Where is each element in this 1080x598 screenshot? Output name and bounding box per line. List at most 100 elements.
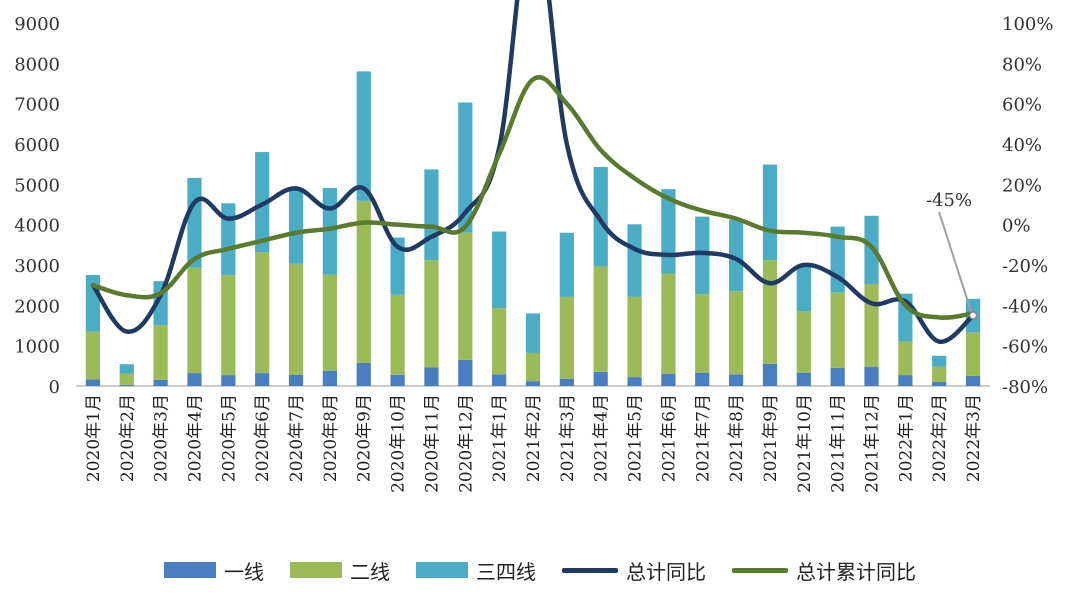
right-axis-tick-label: -80% <box>1002 377 1048 398</box>
bar-series-0-19 <box>729 374 744 386</box>
x-tick-label: 2021年7月 <box>693 394 713 482</box>
x-tick-label: 2021年2月 <box>524 394 544 482</box>
bar-series-0-22 <box>830 367 845 386</box>
legend-item-series-0: 一线 <box>164 556 264 585</box>
bar-series-0-11 <box>458 359 473 386</box>
bar-series-1-12 <box>492 308 507 375</box>
left-axis-tick-label: 2000 <box>14 296 60 317</box>
bar-series-0-8 <box>356 363 371 386</box>
bar-series-0-5 <box>255 373 270 386</box>
right-axis-tick-label: -40% <box>1002 296 1048 317</box>
legend-swatch-series-4 <box>732 567 788 573</box>
x-tick-label: 2021年6月 <box>659 394 679 482</box>
x-tick-label: 2020年8月 <box>321 394 341 482</box>
bar-series-2-12 <box>492 231 507 309</box>
x-tick-label: 2020年4月 <box>185 394 205 482</box>
bar-series-0-24 <box>898 375 913 386</box>
left-axis-tick-label: 5000 <box>14 175 60 196</box>
right-axis-tick-label: 100% <box>1002 14 1053 35</box>
bar-series-2-1 <box>119 364 134 374</box>
bar-series-0-21 <box>796 372 811 386</box>
bar-series-1-15 <box>593 266 608 372</box>
x-tick-label: 2021年8月 <box>727 394 747 482</box>
annotation-label: -45% <box>926 190 972 211</box>
bar-series-2-8 <box>356 71 371 201</box>
bars-group <box>85 71 981 386</box>
bar-series-1-24 <box>898 341 913 376</box>
x-tick-label: 2022年1月 <box>896 394 916 482</box>
left-axis-tick-label: 0 <box>49 377 60 398</box>
bar-series-0-7 <box>322 370 337 386</box>
legend-swatch-series-1 <box>290 562 342 578</box>
x-tick-label: 2021年9月 <box>761 394 781 482</box>
left-axis-tick-label: 4000 <box>14 216 60 237</box>
legend-swatch-series-3 <box>562 567 618 573</box>
x-tick-label: 2022年3月 <box>964 394 984 482</box>
bar-series-1-19 <box>729 291 744 375</box>
bar-series-0-4 <box>221 375 236 386</box>
bar-series-1-10 <box>424 260 439 368</box>
legend-item-series-3: 总计同比 <box>562 556 706 585</box>
left-axis-tick-label: 3000 <box>14 256 60 277</box>
right-axis-tick-label: 40% <box>1002 135 1042 156</box>
x-tick-label: 2020年12月 <box>456 394 476 493</box>
legend-item-series-2: 三四线 <box>416 556 536 585</box>
bar-series-1-5 <box>255 252 270 374</box>
bar-series-0-6 <box>288 374 304 386</box>
bar-series-1-26 <box>965 332 981 376</box>
x-tick-label: 2021年12月 <box>863 394 883 493</box>
x-tick-label: 2020年10月 <box>389 394 409 493</box>
bar-series-0-2 <box>153 379 168 386</box>
bar-series-2-18 <box>695 216 710 295</box>
x-tick-label: 2020年1月 <box>84 394 104 482</box>
right-axis-tick-label: 0% <box>1002 216 1031 237</box>
bar-series-2-17 <box>661 189 676 274</box>
lines-group <box>90 0 976 344</box>
bar-series-0-14 <box>559 378 574 386</box>
bar-series-1-17 <box>661 273 676 374</box>
left-axis-tick-label: 7000 <box>14 95 60 116</box>
bar-series-1-22 <box>830 292 845 368</box>
bar-series-1-4 <box>221 275 236 376</box>
bar-series-1-7 <box>322 274 337 371</box>
right-axis-tick-label: -20% <box>1002 256 1048 277</box>
bar-series-1-0 <box>85 331 101 380</box>
bar-series-1-20 <box>762 260 778 364</box>
x-tick-label: 2021年1月 <box>490 394 510 482</box>
x-tick-label: 2020年6月 <box>253 394 273 482</box>
legend-item-series-1: 二线 <box>290 556 390 585</box>
bar-series-1-18 <box>695 294 710 373</box>
legend-label-series-1: 二线 <box>350 559 390 584</box>
annotation-marker <box>968 311 978 320</box>
right-axis-tick-label: 80% <box>1002 54 1042 75</box>
legend-swatch-series-2 <box>416 562 468 578</box>
annotation-leader-line <box>938 211 973 312</box>
left-axis-ticks: 0 1000 2000 3000 4000 5000 6000 7000 8000 9000 <box>14 14 60 398</box>
bar-series-1-13 <box>525 352 541 382</box>
bar-series-2-16 <box>627 224 642 297</box>
bar-series-1-16 <box>627 296 642 378</box>
bar-series-2-19 <box>729 219 744 292</box>
legend-label-series-4: 总计累计同比 <box>796 559 916 584</box>
legend: 一线 二线 三四线 总计同比 总计累计同比 <box>0 553 1080 587</box>
bar-series-1-3 <box>187 267 202 374</box>
line-series-0 <box>90 0 976 344</box>
legend-label-series-0: 一线 <box>224 559 264 584</box>
bar-series-0-0 <box>85 379 101 386</box>
x-tick-label: 2021年10月 <box>795 394 815 493</box>
bar-series-1-2 <box>153 325 168 380</box>
bar-series-2-6 <box>288 188 304 264</box>
annotation-group: -45% <box>926 190 978 320</box>
bar-series-2-9 <box>390 237 405 295</box>
bar-series-0-9 <box>390 374 405 386</box>
x-tick-label: 2020年9月 <box>355 394 375 482</box>
bar-series-0-10 <box>424 367 439 386</box>
bar-series-2-13 <box>525 313 541 353</box>
bar-series-1-11 <box>458 232 473 360</box>
bar-series-0-13 <box>525 381 541 386</box>
x-tick-label: 2021年5月 <box>626 394 646 482</box>
legend-label-series-2: 三四线 <box>476 559 536 584</box>
bar-series-0-1 <box>119 384 134 386</box>
bar-series-2-21 <box>796 266 811 312</box>
